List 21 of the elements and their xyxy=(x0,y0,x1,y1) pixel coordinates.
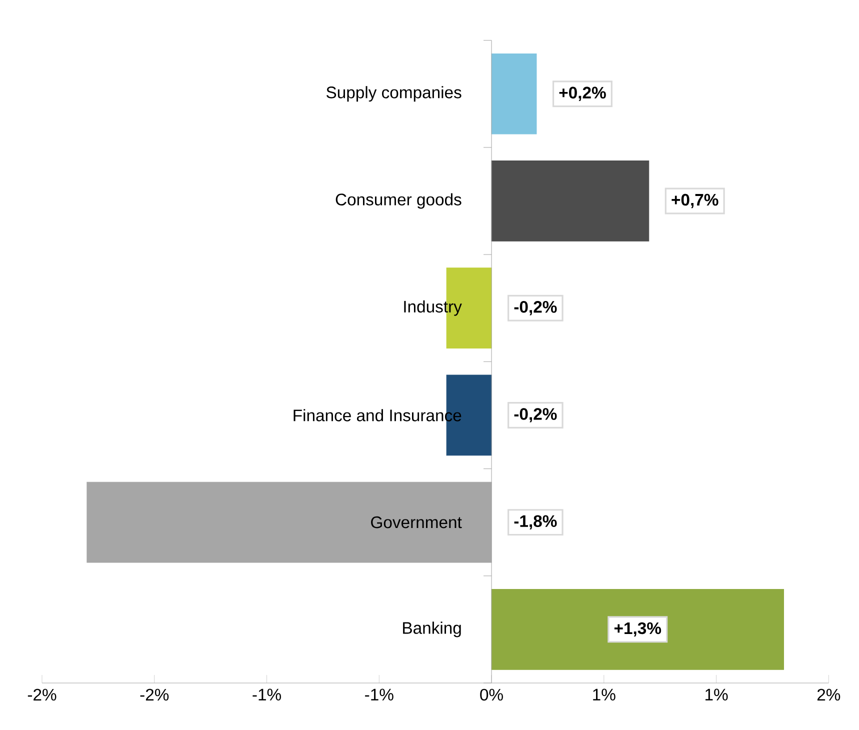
data-label: +1,3% xyxy=(614,622,662,637)
x-tick-label: -1% xyxy=(365,688,394,700)
x-tick-label: 2% xyxy=(817,688,840,701)
x-tick-label: -1% xyxy=(252,688,281,700)
x-tick-label: 1% xyxy=(706,688,728,700)
y-tick-label: Consumer goods xyxy=(336,193,462,209)
bar xyxy=(491,160,650,242)
y-tick-label: Government xyxy=(371,516,462,528)
x-tick-label: -2% xyxy=(140,688,169,701)
x-tick-label: -2% xyxy=(28,688,56,701)
x-tick-label: 1% xyxy=(593,688,616,700)
data-label: -0,2% xyxy=(514,408,557,422)
y-tick-label: Banking xyxy=(403,622,461,638)
y-tick-label: Supply companies xyxy=(326,86,462,102)
data-label: -1,8% xyxy=(514,515,557,530)
data-label: -0,2% xyxy=(514,301,557,316)
data-label: +0,7% xyxy=(672,194,718,208)
x-tick-label: 0% xyxy=(480,688,503,701)
bar xyxy=(491,53,537,134)
bar xyxy=(491,588,784,670)
data-label: +0,2% xyxy=(559,86,606,101)
